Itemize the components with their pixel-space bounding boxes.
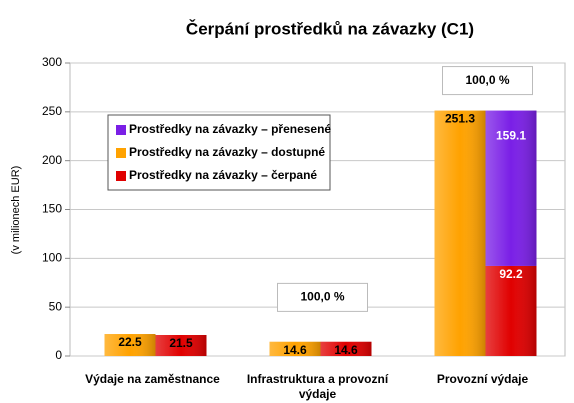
annotation-box <box>277 282 368 312</box>
bar-shade <box>320 341 372 356</box>
y-axis-label: (v milionech EUR) <box>10 166 22 255</box>
legend-box <box>107 114 331 191</box>
bar-shade <box>269 341 321 356</box>
data-label: 92.2 <box>499 267 523 281</box>
data-label: 14.6 <box>283 343 307 357</box>
legend-label: Prostředky na závazky – dostupné <box>129 145 325 159</box>
annotation: 100,0 % <box>300 290 344 304</box>
data-label: 14.6 <box>334 343 358 357</box>
data-label: 251.3 <box>445 112 475 126</box>
legend: Prostředky na závazky – přenesené Prostře… <box>107 114 331 191</box>
data-label: 22.5 <box>118 335 142 349</box>
data-label: 21.5 <box>169 336 193 350</box>
bar-shade <box>434 110 486 357</box>
legend-swatch <box>116 171 126 181</box>
data-label: 159.1 <box>496 129 526 143</box>
legend-label: Prostředky na závazky – přenesené <box>129 122 331 136</box>
bar-shade <box>155 335 207 356</box>
annotation-box <box>442 66 533 96</box>
bar-shade <box>485 110 537 266</box>
y-tick-label: 250 <box>42 104 62 118</box>
legend-label: Prostředky na závazky – čerpané <box>129 168 317 182</box>
y-tick-label: 200 <box>42 153 62 167</box>
bar-shade <box>104 334 156 356</box>
legend-swatch <box>116 125 126 135</box>
x-tick-label: Výdaje na zaměstnance <box>85 372 220 386</box>
x-label-box: Výdaje na zaměstnance <box>85 372 220 386</box>
y-tick-label: 0 <box>55 348 62 362</box>
legend-swatch <box>116 148 126 158</box>
x-label-box: Infrastruktura a provozní výdaje <box>246 372 389 401</box>
x-tick-label: Provozní výdaje <box>436 372 529 386</box>
y-tick-label: 300 <box>42 55 62 69</box>
x-label-box: Provozní výdaje <box>436 372 529 386</box>
y-tick-label: 150 <box>42 202 62 216</box>
chart-title: Čerpání prostředků na závazky (C1) <box>186 19 474 38</box>
y-tick-label: 50 <box>49 299 63 313</box>
y-tick-label: 100 <box>42 251 62 265</box>
bar-shade <box>485 265 537 356</box>
x-tick-label: Infrastruktura a provozní výdaje <box>246 372 389 401</box>
annotation: 100,0 % <box>465 73 509 87</box>
